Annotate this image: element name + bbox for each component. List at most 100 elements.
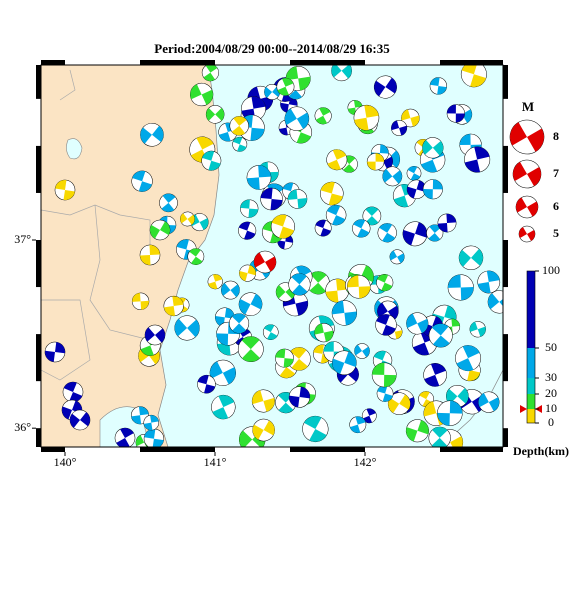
ball-quadrant (391, 120, 407, 136)
focal-mechanism (469, 321, 486, 338)
ball-quadrant (354, 344, 370, 358)
ball-quadrant (231, 116, 247, 136)
focal-mechanism (54, 179, 76, 201)
ball-quadrant (190, 214, 209, 230)
ball-quadrant (291, 273, 308, 296)
ball-quadrant (132, 170, 152, 192)
focal-mechanism (487, 290, 503, 314)
ball-quadrant (430, 77, 447, 95)
focal-mechanism (332, 350, 357, 376)
ball-quadrant (402, 222, 428, 246)
focal-mechanism (302, 415, 329, 443)
focal-mechanism (382, 166, 403, 187)
depth-band (527, 348, 535, 378)
focal-mechanism (246, 165, 272, 190)
ball-quadrant (377, 274, 393, 291)
focal-mechanism (287, 189, 308, 209)
ball-quadrant (459, 248, 483, 267)
ball-quadrant (304, 416, 327, 442)
ball-quadrant (362, 408, 376, 423)
ball-quadrant (197, 375, 216, 394)
focal-mechanism (314, 323, 334, 343)
ball-quadrant (447, 274, 474, 301)
focal-mechanism (140, 122, 164, 147)
frame-bar (140, 447, 215, 452)
depth-tick-label: 10 (545, 401, 557, 415)
ball-quadrant (163, 296, 184, 316)
focal-mechanism (477, 270, 501, 294)
x-tick-label: 140° (54, 455, 77, 469)
ball-quadrant (144, 428, 164, 447)
focal-mechanism (458, 245, 484, 271)
ball-quadrant (388, 394, 411, 413)
frame-bar (36, 428, 41, 447)
ball-quadrant (212, 395, 235, 419)
ball-quadrant (271, 214, 295, 239)
focal-mechanism (275, 348, 294, 368)
focal-mechanism (375, 314, 397, 336)
magnitude-label: 8 (553, 129, 559, 143)
ball-quadrant (325, 278, 349, 303)
ball-quadrant (327, 149, 347, 170)
focal-mechanism (331, 300, 358, 326)
lake (66, 138, 83, 160)
focal-mechanism (237, 336, 264, 363)
focal-mechanism (352, 219, 371, 238)
ball-quadrant (331, 65, 352, 79)
focal-mechanism (276, 77, 295, 96)
ball-quadrant (469, 321, 486, 337)
ball-quadrant (286, 66, 311, 91)
frame-bar (41, 447, 65, 452)
ball-quadrant (264, 324, 278, 340)
title: Period:2004/08/29 00:00--2014/08/29 16:3… (154, 41, 390, 56)
frame-bar (440, 447, 503, 452)
focal-mechanism (314, 219, 332, 237)
depth-tick-label: 30 (545, 370, 557, 384)
ball-quadrant (513, 161, 541, 187)
focal-mechanism (478, 391, 500, 413)
magnitude-symbol (512, 159, 542, 189)
ball-quadrant (332, 300, 357, 326)
ball-quadrant (347, 275, 371, 299)
focal-mechanism (139, 244, 161, 266)
focal-mechanism (306, 271, 330, 295)
focal-mechanism (69, 409, 91, 431)
focal-mechanism (405, 419, 429, 443)
focal-mechanism (361, 408, 377, 424)
focal-mechanism (314, 107, 332, 125)
frame-bar (503, 240, 508, 288)
ball-quadrant (233, 137, 247, 152)
ball-quadrant (210, 361, 236, 385)
focal-mechanism (62, 381, 84, 403)
focal-mechanism (376, 274, 394, 292)
ball-quadrant (424, 363, 446, 387)
frame-bar (503, 65, 508, 99)
ball-quadrant (374, 77, 397, 97)
focal-mechanism (326, 149, 348, 171)
ball-quadrant (45, 342, 65, 362)
focal-mechanism (159, 193, 178, 213)
ball-quadrant (401, 109, 420, 127)
depth-tick-label: 100 (542, 263, 560, 277)
focal-mechanism (251, 389, 275, 413)
ball-quadrant (143, 415, 159, 431)
ball-quadrant (478, 393, 500, 412)
ball-quadrant (437, 213, 457, 233)
focal-mechanism (190, 213, 209, 232)
focal-mechanism (346, 275, 371, 299)
ball-quadrant (309, 271, 327, 295)
ball-quadrant (190, 84, 213, 105)
focal-mechanism (143, 414, 160, 431)
ball-quadrant (350, 416, 366, 433)
frame-bar (503, 334, 508, 382)
magnitude-title: M (522, 99, 534, 114)
focal-mechanism (389, 249, 405, 265)
ball-quadrant (461, 65, 487, 87)
frame-bar (36, 65, 41, 99)
ball-quadrant (264, 86, 280, 98)
focal-mechanism (428, 323, 453, 348)
frame-bar (36, 240, 41, 288)
focal-mechanism (406, 312, 429, 335)
